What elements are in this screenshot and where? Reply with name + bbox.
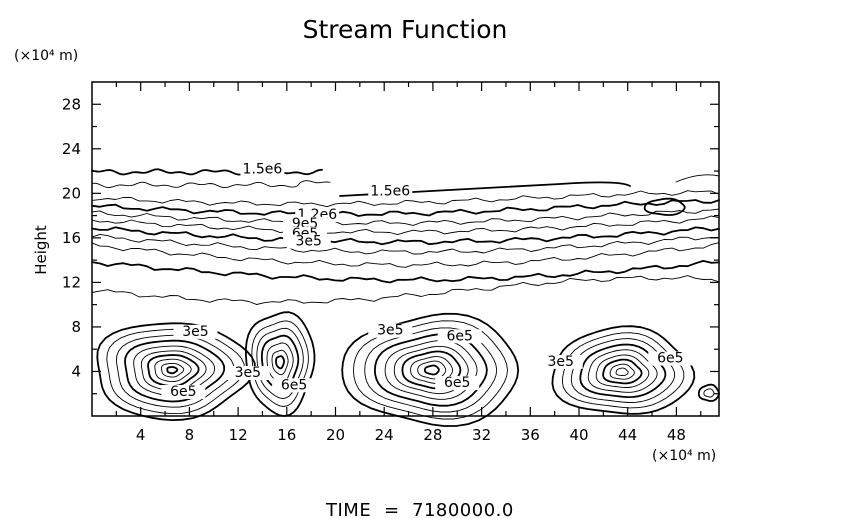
contour-eddy: [616, 368, 628, 376]
contour-edge-eddy: [699, 385, 719, 401]
contour-label: 1.5e6: [243, 161, 283, 177]
x-tick-label: 32: [472, 426, 491, 444]
contour-label: 6e5: [446, 328, 472, 344]
x-tick-label: 4: [136, 426, 146, 444]
x-tick-label: 48: [667, 426, 686, 444]
contour-layer: [92, 227, 719, 244]
contour-small-loop: [645, 199, 685, 215]
contour-label: 6e5: [657, 351, 683, 367]
contour-eddy: [155, 359, 191, 381]
contour-eddy: [571, 339, 674, 403]
contour-eddy: [552, 326, 694, 414]
contour-edge-eddy-inner: [704, 389, 714, 397]
contour-eddy: [272, 350, 288, 374]
contour-label: 3e5: [235, 365, 261, 381]
contour-corner: [676, 175, 719, 182]
x-tick-label: 44: [618, 426, 637, 444]
contour-eddy: [603, 360, 642, 384]
x-tick-label: 28: [423, 426, 442, 444]
x-tick-label: 12: [229, 426, 248, 444]
contour-label: 3e5: [377, 323, 403, 339]
time-label: TIME: [325, 500, 371, 519]
contour-eddy: [375, 334, 487, 406]
contour-label: 6e5: [170, 384, 196, 400]
time-equals: =: [384, 500, 400, 519]
contour-layer: [92, 243, 719, 268]
y-tick-label: 12: [62, 273, 81, 291]
contour-label: 6e5: [281, 377, 307, 393]
x-tick-label: 8: [185, 426, 195, 444]
contour-eddy: [588, 350, 657, 393]
contour-eddy: [276, 356, 284, 368]
contour-eddy: [162, 363, 184, 377]
y-tick-label: 8: [71, 318, 81, 336]
y-axis-label: Height: [32, 225, 50, 275]
x-axis-unit: (×10⁴ m): [652, 448, 716, 464]
contour-label: 3e5: [548, 354, 574, 370]
contour-label: 3e5: [182, 324, 208, 340]
x-tick-label: 24: [375, 426, 394, 444]
contour-layer: [92, 200, 719, 217]
contour-eddy: [167, 367, 177, 373]
time-value: 7180000.0: [412, 500, 514, 519]
contour-layer: [92, 209, 719, 225]
y-axis-unit: (×10⁴ m): [14, 48, 78, 64]
x-tick-label: 36: [521, 426, 540, 444]
x-tick-label: 16: [277, 426, 296, 444]
contour-eddy: [610, 364, 634, 379]
contour-label: 1.5e6: [370, 184, 410, 200]
y-tick-label: 24: [62, 140, 81, 158]
y-tick-label: 16: [62, 229, 81, 247]
plot-frame: [92, 82, 719, 416]
contour-label: 6e5: [444, 375, 470, 391]
contour-layer: [92, 181, 330, 188]
chart-title: Stream Function: [303, 15, 508, 44]
contour-layer: [92, 234, 719, 254]
y-tick-label: 28: [62, 95, 81, 113]
x-tick-label: 40: [569, 426, 588, 444]
contour-layer: [92, 261, 719, 283]
y-tick-label: 20: [62, 184, 81, 202]
contour-label: 3e5: [295, 234, 321, 250]
y-tick-label: 4: [71, 362, 81, 380]
contour-eddy: [425, 366, 439, 375]
contour-layer: [92, 169, 322, 174]
contour-eddy: [252, 321, 309, 407]
x-tick-label: 20: [326, 426, 345, 444]
